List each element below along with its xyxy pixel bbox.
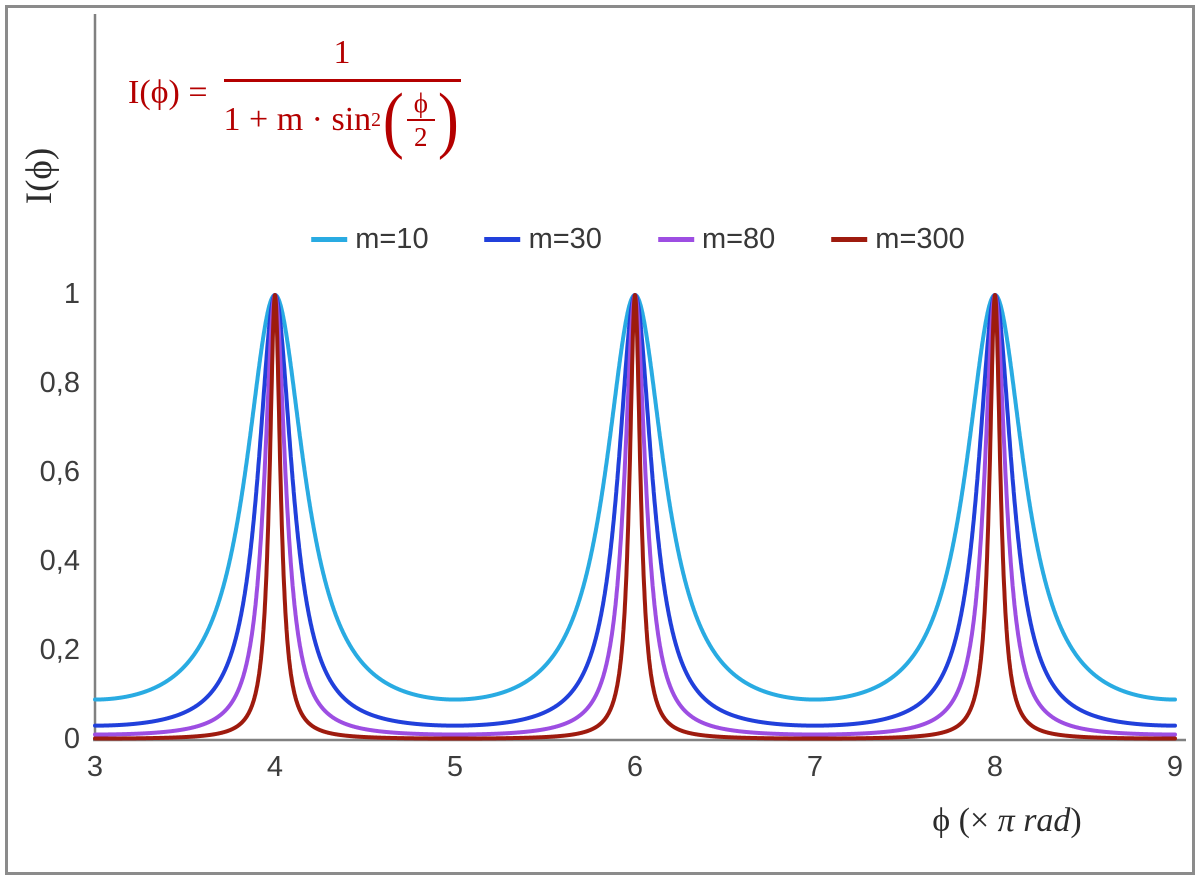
legend-label: m=300 [875, 223, 965, 255]
legend-item-m=10: m=10 [311, 223, 429, 256]
legend-label: m=10 [355, 223, 429, 255]
formula-fraction: 1 1 + m · sin 2 ( ϕ 2 ) [223, 34, 461, 161]
x-tick-label: 8 [986, 751, 1004, 783]
legend-label: m=80 [701, 223, 776, 255]
formula: I(ϕ) = 1 1 + m · sin 2 ( ϕ 2 ) [128, 34, 461, 161]
legend-line-swatch [657, 237, 694, 242]
legend-item-m=300: m=300 [831, 223, 965, 256]
x-axis-label-italic: π rad [997, 802, 1071, 839]
inner-numerator: ϕ [406, 89, 435, 122]
x-tick-label: 3 [86, 751, 104, 783]
formula-numerator: 1 [223, 34, 461, 82]
inner-denominator: 2 [414, 122, 428, 153]
x-tick-label: 9 [1166, 751, 1184, 783]
legend-item-m=80: m=80 [657, 223, 776, 256]
legend: m=10 m=30 m=80 m=300 [311, 223, 965, 256]
legend-item-m=30: m=30 [484, 223, 602, 256]
x-axis-label-prefix: ϕ (× [932, 802, 998, 839]
formula-denominator: 1 + m · sin 2 ( ϕ 2 ) [223, 79, 459, 161]
curve-m=80 [93, 293, 1177, 737]
x-tick-label: 5 [446, 751, 464, 783]
legend-label: m=30 [528, 223, 602, 255]
y-tick-label: 0,4 [39, 545, 80, 577]
close-paren: ) [437, 79, 459, 161]
formula-inner-fraction: ϕ 2 [406, 89, 435, 153]
open-paren: ( [382, 79, 404, 161]
y-tick-label: 0,6 [39, 456, 80, 488]
x-axis-label: ϕ (× π rad) [872, 802, 1142, 840]
x-tick-label: 4 [266, 751, 284, 783]
x-tick-label: 6 [626, 751, 644, 783]
y-tick-label: 0,2 [39, 634, 80, 666]
y-axis-label: I(ϕ) [18, 147, 60, 205]
legend-line-swatch [311, 237, 348, 242]
y-tick-label: 1 [63, 278, 80, 310]
legend-line-swatch [484, 237, 521, 242]
y-tick-label: 0,8 [39, 367, 80, 399]
y-tick-label: 0 [63, 723, 80, 755]
formula-lhs: I(ϕ) = [128, 73, 208, 111]
curve-m=30 [93, 293, 1177, 728]
x-axis-label-suffix: ) [1070, 802, 1082, 839]
curve-m=300 [93, 293, 1177, 741]
formula-den-prefix: 1 + m · sin [223, 101, 372, 139]
chart-frame [5, 5, 1195, 875]
legend-line-swatch [831, 237, 868, 242]
x-tick-label: 7 [806, 751, 824, 783]
